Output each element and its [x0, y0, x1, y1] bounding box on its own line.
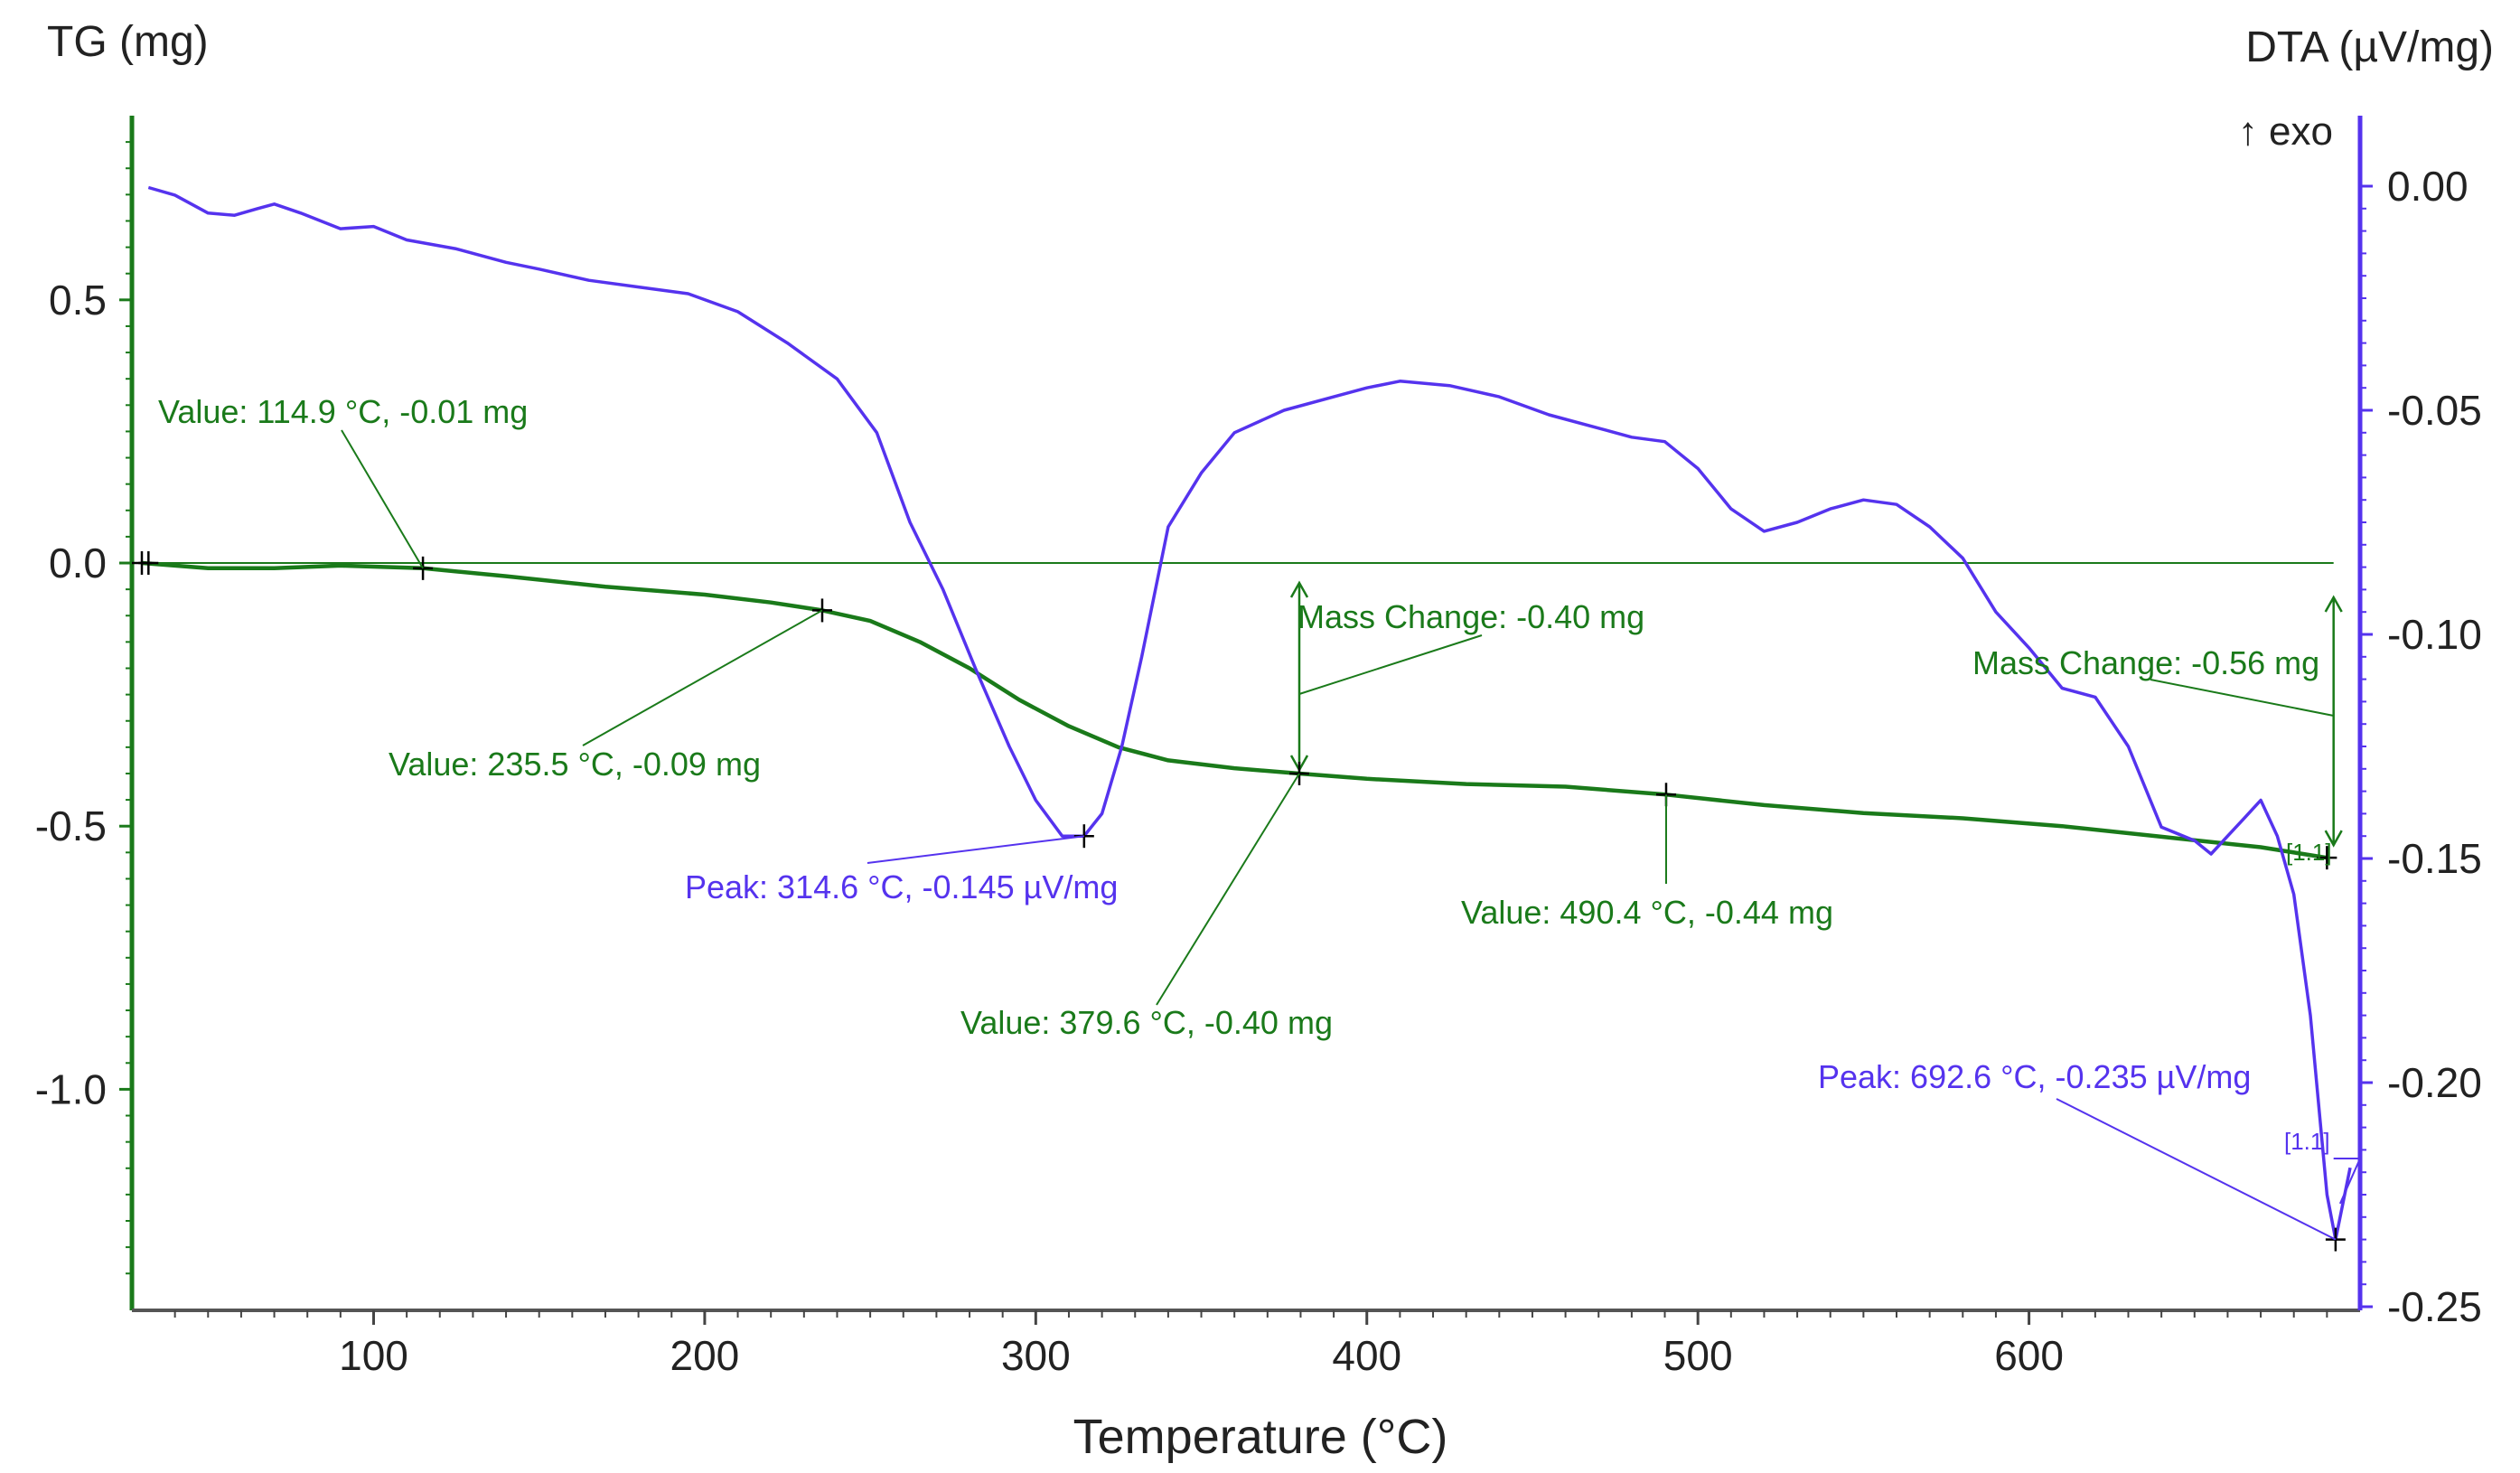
annotation-label: Value: 114.9 °C, -0.01 mg — [158, 393, 528, 430]
y-right-tick-label: -0.05 — [2387, 387, 2482, 434]
annotation-label: Value: 379.6 °C, -0.40 mg — [960, 1004, 1333, 1041]
y-left-tick-label: 0.5 — [49, 277, 107, 324]
x-tick-label: 300 — [1001, 1332, 1071, 1379]
annotation-leader — [867, 835, 1084, 864]
annotation-label: Peak: 314.6 °C, -0.145 µV/mg — [685, 868, 1118, 905]
annotation-leader — [582, 609, 823, 746]
y-right-tick-label: 0.00 — [2387, 163, 2468, 210]
annotation-index-label: [1.1] — [2284, 1128, 2330, 1155]
annotation-leader — [2056, 1098, 2337, 1241]
exo-direction-label: ↑ exo — [2238, 109, 2333, 154]
y-right-tick-label: -0.25 — [2387, 1283, 2482, 1330]
y-right-tick-label: -0.15 — [2387, 835, 2482, 882]
y-right-tick-label: -0.10 — [2387, 611, 2482, 658]
mass-change-arrow-2-head-top — [2324, 595, 2343, 613]
x-tick-label: 200 — [670, 1332, 740, 1379]
y-right-axis-title: DTA (µV/mg) — [2245, 23, 2494, 71]
annotation-label: Peak: 692.6 °C, -0.235 µV/mg — [1818, 1058, 2251, 1095]
dta-series-line — [147, 185, 2352, 1242]
annotation-leader — [1156, 773, 1300, 1006]
x-tick-label: 500 — [1663, 1332, 1733, 1379]
annotation-guides — [141, 562, 2343, 848]
x-tick-label: 100 — [339, 1332, 408, 1379]
mass-change-arrow-1-head-top — [1289, 580, 1309, 598]
annotation-label: Value: 235.5 °C, -0.09 mg — [389, 746, 761, 783]
y-left-tick-label: -1.0 — [35, 1065, 107, 1112]
x-axis-title: Temperature (°C) — [1073, 1410, 1448, 1464]
mass-change-arrow-2-head-bottom — [2324, 830, 2343, 848]
annotation-label: Value: 490.4 °C, -0.44 mg — [1461, 894, 1833, 931]
y-left-tick-label: -0.5 — [35, 802, 107, 849]
annotation-leader — [1298, 634, 1483, 695]
x-tick-label: 400 — [1332, 1332, 1401, 1379]
annotation-leader — [2150, 679, 2334, 717]
y-left-tick-label: 0.0 — [49, 539, 107, 586]
axes: 100 200 300 400 500 600 0.5 0.0 -0.5 -1.0 0.00 -0.0… — [35, 116, 2482, 1379]
series-layer — [141, 185, 2352, 1242]
dta-end-bracket — [2333, 1158, 2362, 1205]
annotation-leader — [341, 429, 424, 569]
markers — [131, 551, 2346, 1252]
annotation-label: Mass Change: -0.40 mg — [1297, 598, 1644, 635]
annotation-index-label: [1.1] — [2286, 839, 2332, 866]
annotations: Value: 114.9 °C, -0.01 mg Value: 235.5 °C… — [158, 393, 2362, 1241]
y-left-axis-title: TG (mg) — [47, 18, 209, 66]
y-right-tick-label: -0.20 — [2387, 1059, 2482, 1106]
x-tick-label: 600 — [1994, 1332, 2064, 1379]
tg-series-line — [141, 560, 2328, 860]
annotation-label: Mass Change: -0.56 mg — [1972, 644, 2319, 681]
